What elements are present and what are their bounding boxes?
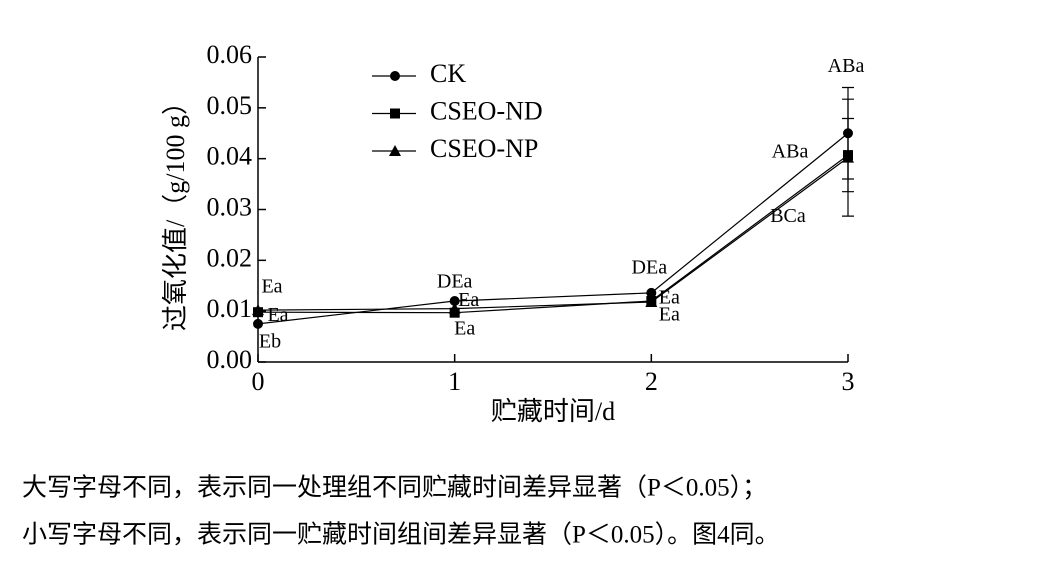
data-label: DEa (632, 256, 668, 278)
x-tick-label: 1 (448, 367, 461, 396)
marker (390, 71, 400, 81)
legend-label: CK (430, 59, 466, 88)
y-tick-label: 0.00 (207, 345, 253, 374)
y-tick-label: 0.06 (207, 40, 253, 69)
marker (390, 108, 400, 119)
data-label: ABa (828, 55, 865, 77)
note: 小写字母不同，表示同一贮藏时间组间差异显著（P＜0.05）。图4同。 (22, 521, 780, 549)
marker (448, 302, 461, 314)
y-tick-label: 0.03 (207, 192, 253, 221)
data-label: Ea (458, 289, 479, 311)
x-tick-label: 0 (252, 367, 265, 396)
series-line (257, 157, 849, 311)
marker (842, 151, 854, 163)
x-tick-label: 2 (645, 367, 658, 396)
data-label: Ea (261, 276, 282, 298)
marker (252, 304, 264, 316)
data-label: BCa (770, 205, 806, 227)
marker (389, 145, 401, 156)
marker (645, 296, 658, 308)
y-axis-label: 过氧化值/（g/100 g） (161, 89, 190, 331)
data-label: DEa (437, 271, 473, 293)
x-axis-label: 贮藏时间/d (491, 397, 615, 426)
note: 大写字母不同，表示同一处理组不同贮藏时间差异显著（P＜0.05）； (22, 474, 767, 502)
data-label: ABa (772, 141, 809, 163)
y-tick-label: 0.05 (207, 91, 253, 120)
y-tick-label: 0.04 (207, 142, 253, 171)
legend-label: CSEO-NP (430, 134, 538, 163)
marker (449, 296, 460, 306)
x-tick-label: 3 (842, 367, 855, 396)
data-label: Ea (659, 304, 680, 326)
y-tick-label: 0.02 (207, 243, 253, 272)
data-label: Ea (267, 304, 288, 326)
data-label: Ea (454, 317, 475, 339)
y-tick-label: 0.01 (207, 294, 253, 323)
series-line (257, 154, 849, 314)
legend-label: CSEO-ND (430, 96, 543, 125)
marker (646, 287, 657, 298)
data-label: Eb (259, 330, 281, 352)
series-line (257, 132, 849, 325)
marker (253, 318, 263, 329)
